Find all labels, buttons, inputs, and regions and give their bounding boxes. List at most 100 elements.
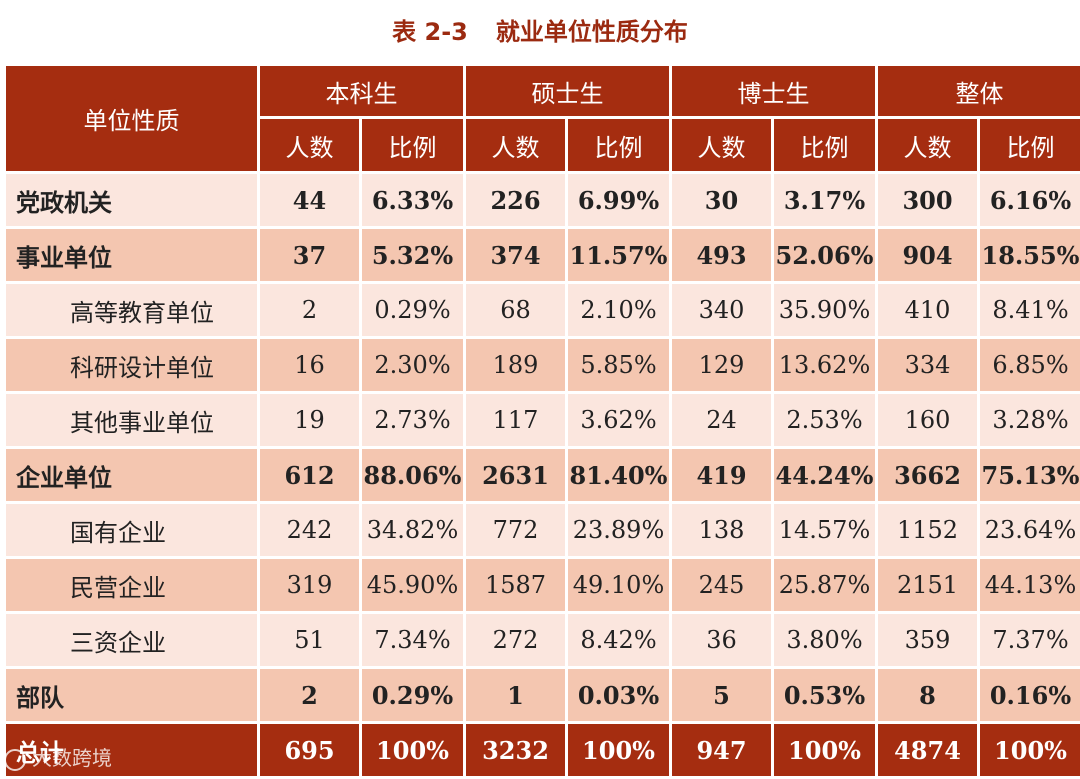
cell-ratio: 2.73% <box>359 391 466 449</box>
cell-ratio: 6.85% <box>977 336 1080 394</box>
cell-ratio: 100% <box>565 721 672 779</box>
employer-type-table: 单位性质 本科生 硕士生 博士生 整体 人数 比例 人数 比例 人数 比例 人数… <box>3 63 1080 779</box>
cell-count: 5 <box>669 666 774 724</box>
table-title: 表 2-3 就业单位性质分布 <box>0 12 1080 52</box>
cell-ratio: 0.29% <box>359 666 466 724</box>
header-count: 人数 <box>257 116 362 174</box>
cell-count: 2631 <box>463 446 568 504</box>
header-row-label: 单位性质 <box>3 63 260 174</box>
cell-ratio: 49.10% <box>565 556 672 614</box>
cell-count: 359 <box>875 611 980 669</box>
table-row-total: 总计 695 100% 3232 100% 947 100% 4874 100% <box>3 721 1080 779</box>
cell-count: 16 <box>257 336 362 394</box>
cell-ratio: 88.06% <box>359 446 466 504</box>
row-label: 事业单位 <box>3 226 260 284</box>
row-label: 部队 <box>3 666 260 724</box>
cell-ratio: 14.57% <box>771 501 878 559</box>
cell-ratio: 100% <box>771 721 878 779</box>
cell-ratio: 100% <box>977 721 1080 779</box>
cell-ratio: 0.29% <box>359 281 466 339</box>
cell-ratio: 75.13% <box>977 446 1080 504</box>
table-row: 事业单位 37 5.32% 374 11.57% 493 52.06% 904 … <box>3 226 1080 284</box>
cell-ratio: 81.40% <box>565 446 672 504</box>
cell-ratio: 7.37% <box>977 611 1080 669</box>
cell-ratio: 2.53% <box>771 391 878 449</box>
cell-ratio: 25.87% <box>771 556 878 614</box>
cell-count: 1 <box>463 666 568 724</box>
cell-count: 493 <box>669 226 774 284</box>
table-row: 企业单位 612 88.06% 2631 81.40% 419 44.24% 3… <box>3 446 1080 504</box>
cell-count: 334 <box>875 336 980 394</box>
cell-count: 19 <box>257 391 362 449</box>
cell-ratio: 8.42% <box>565 611 672 669</box>
cell-count: 319 <box>257 556 362 614</box>
cell-count: 245 <box>669 556 774 614</box>
table-row: 高等教育单位 2 0.29% 68 2.10% 340 35.90% 410 8… <box>3 281 1080 339</box>
cell-count: 2 <box>257 281 362 339</box>
table-row: 部队 2 0.29% 1 0.03% 5 0.53% 8 0.16% <box>3 666 1080 724</box>
row-label: 企业单位 <box>3 446 260 504</box>
cell-count: 947 <box>669 721 774 779</box>
header-ratio: 比例 <box>565 116 672 174</box>
row-label: 其他事业单位 <box>3 391 260 449</box>
cell-count: 24 <box>669 391 774 449</box>
cell-ratio: 35.90% <box>771 281 878 339</box>
cell-ratio: 6.33% <box>359 171 466 229</box>
cell-ratio: 0.03% <box>565 666 672 724</box>
cell-count: 340 <box>669 281 774 339</box>
cell-count: 242 <box>257 501 362 559</box>
header-group-master: 硕士生 <box>463 63 672 119</box>
cell-ratio: 3.62% <box>565 391 672 449</box>
table-row: 科研设计单位 16 2.30% 189 5.85% 129 13.62% 334… <box>3 336 1080 394</box>
cell-ratio: 6.99% <box>565 171 672 229</box>
cell-ratio: 18.55% <box>977 226 1080 284</box>
cell-count: 3662 <box>875 446 980 504</box>
header-count: 人数 <box>875 116 980 174</box>
cell-ratio: 34.82% <box>359 501 466 559</box>
cell-count: 2151 <box>875 556 980 614</box>
cell-ratio: 45.90% <box>359 556 466 614</box>
cell-ratio: 3.80% <box>771 611 878 669</box>
cell-ratio: 52.06% <box>771 226 878 284</box>
cell-count: 3232 <box>463 721 568 779</box>
table-row: 其他事业单位 19 2.73% 117 3.62% 24 2.53% 160 3… <box>3 391 1080 449</box>
cell-count: 374 <box>463 226 568 284</box>
watermark-logo-icon <box>4 748 26 771</box>
row-label: 党政机关 <box>3 171 260 229</box>
cell-ratio: 2.30% <box>359 336 466 394</box>
cell-ratio: 0.53% <box>771 666 878 724</box>
header-count: 人数 <box>669 116 774 174</box>
table-row: 党政机关 44 6.33% 226 6.99% 30 3.17% 300 6.1… <box>3 171 1080 229</box>
header-group-overall: 整体 <box>875 63 1080 119</box>
cell-ratio: 23.64% <box>977 501 1080 559</box>
cell-count: 51 <box>257 611 362 669</box>
row-label: 国有企业 <box>3 501 260 559</box>
cell-ratio: 3.17% <box>771 171 878 229</box>
cell-count: 37 <box>257 226 362 284</box>
cell-count: 1152 <box>875 501 980 559</box>
cell-count: 226 <box>463 171 568 229</box>
row-label: 高等教育单位 <box>3 281 260 339</box>
header-ratio: 比例 <box>977 116 1080 174</box>
cell-ratio: 0.16% <box>977 666 1080 724</box>
table-row: 三资企业 51 7.34% 272 8.42% 36 3.80% 359 7.3… <box>3 611 1080 669</box>
cell-count: 300 <box>875 171 980 229</box>
cell-count: 1587 <box>463 556 568 614</box>
cell-count: 410 <box>875 281 980 339</box>
cell-count: 2 <box>257 666 362 724</box>
cell-ratio: 13.62% <box>771 336 878 394</box>
cell-count: 189 <box>463 336 568 394</box>
table-number: 表 2-3 <box>392 18 468 46</box>
cell-ratio: 100% <box>359 721 466 779</box>
cell-count: 904 <box>875 226 980 284</box>
header-group-undergrad: 本科生 <box>257 63 466 119</box>
cell-count: 8 <box>875 666 980 724</box>
header-ratio: 比例 <box>359 116 466 174</box>
watermark: 大数跨境 <box>4 742 112 774</box>
cell-ratio: 5.32% <box>359 226 466 284</box>
table-row: 民营企业 319 45.90% 1587 49.10% 245 25.87% 2… <box>3 556 1080 614</box>
cell-count: 44 <box>257 171 362 229</box>
cell-count: 4874 <box>875 721 980 779</box>
cell-count: 129 <box>669 336 774 394</box>
cell-ratio: 6.16% <box>977 171 1080 229</box>
